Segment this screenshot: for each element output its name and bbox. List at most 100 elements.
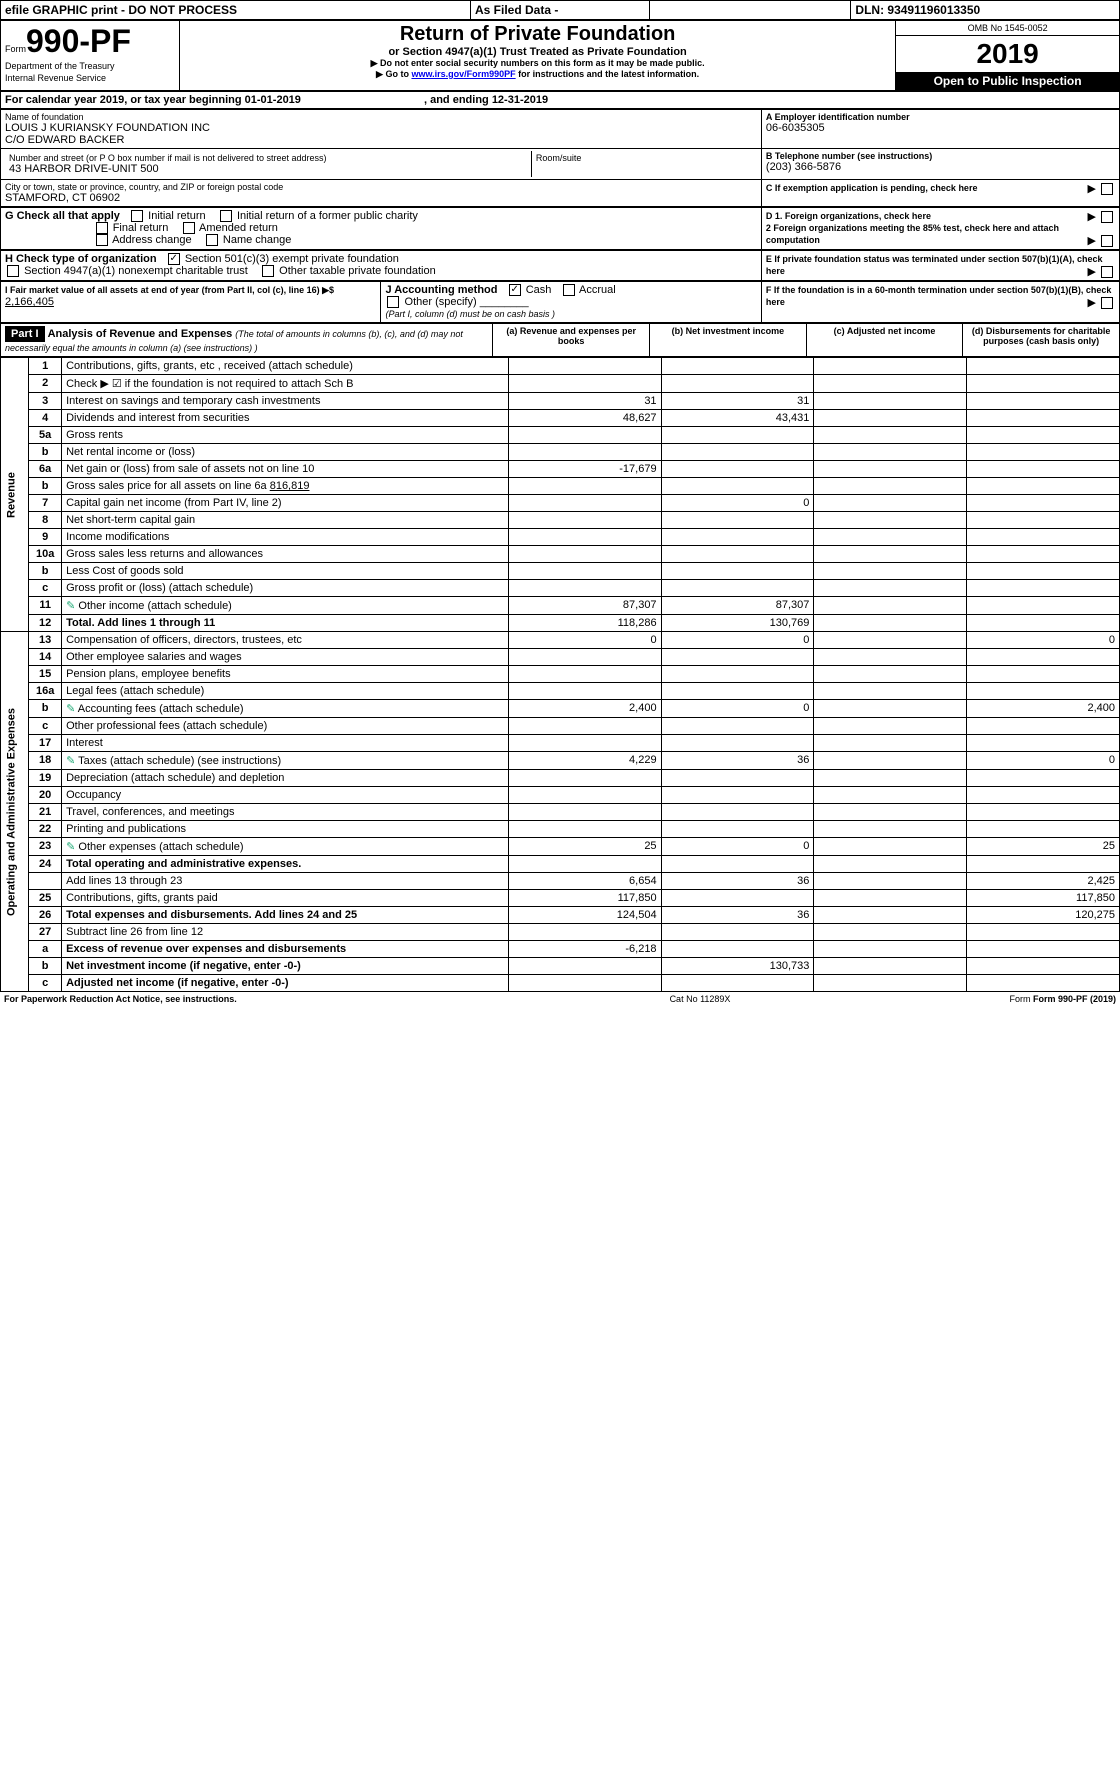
line-description: ✎ Taxes (attach schedule) (see instructi… xyxy=(62,752,509,770)
col-c-header: (c) Adjusted net income xyxy=(806,324,963,357)
value-cell xyxy=(661,512,814,529)
checkbox-amended[interactable] xyxy=(183,222,195,234)
table-row: 9Income modifications xyxy=(1,529,1120,546)
value-cell xyxy=(814,375,967,393)
checkbox-initial[interactable] xyxy=(131,210,143,222)
value-cell xyxy=(814,958,967,975)
line-number: a xyxy=(29,941,62,958)
phone-value: (203) 366-5876 xyxy=(766,161,1115,173)
value-cell: 0 xyxy=(661,495,814,512)
line-number: 9 xyxy=(29,529,62,546)
checkbox-other-method[interactable] xyxy=(387,296,399,308)
attachment-icon[interactable]: ✎ xyxy=(66,600,75,612)
line-number: 1 xyxy=(29,358,62,375)
checkbox-c[interactable] xyxy=(1101,183,1113,195)
line-number: b xyxy=(29,958,62,975)
value-cell: 36 xyxy=(661,873,814,890)
table-row: 4Dividends and interest from securities4… xyxy=(1,410,1120,427)
value-cell xyxy=(508,512,661,529)
checkbox-final[interactable] xyxy=(96,222,108,234)
value-cell xyxy=(814,821,967,838)
checkbox-initial-former[interactable] xyxy=(220,210,232,222)
value-cell xyxy=(661,890,814,907)
value-cell xyxy=(814,563,967,580)
line-description: ✎ Other income (attach schedule) xyxy=(62,597,509,615)
street-address: 43 HARBOR DRIVE-UNIT 500 xyxy=(9,163,527,175)
line-description: Occupancy xyxy=(62,787,509,804)
fmv-value: 2,166,405 xyxy=(5,296,54,308)
line-description: Subtract line 26 from line 12 xyxy=(62,924,509,941)
line-number: c xyxy=(29,580,62,597)
checkbox-name[interactable] xyxy=(206,234,218,246)
value-cell xyxy=(814,890,967,907)
value-cell xyxy=(508,958,661,975)
line-number: 15 xyxy=(29,666,62,683)
checkbox-4947[interactable] xyxy=(7,265,19,277)
attachment-icon[interactable]: ✎ xyxy=(66,841,75,853)
checkbox-accrual[interactable] xyxy=(563,284,575,296)
line-number: 24 xyxy=(29,856,62,873)
line-number: 5a xyxy=(29,427,62,444)
value-cell xyxy=(814,478,967,495)
line-number: 26 xyxy=(29,907,62,924)
city-state-zip: STAMFORD, CT 06902 xyxy=(5,192,757,204)
value-cell: 2,400 xyxy=(967,700,1120,718)
checkbox-d1[interactable] xyxy=(1101,211,1113,223)
value-cell: 117,850 xyxy=(508,890,661,907)
line-description: Contributions, gifts, grants paid xyxy=(62,890,509,907)
value-cell xyxy=(814,529,967,546)
line-description: Travel, conferences, and meetings xyxy=(62,804,509,821)
value-cell xyxy=(508,358,661,375)
table-row: 14Other employee salaries and wages xyxy=(1,649,1120,666)
value-cell: -17,679 xyxy=(508,461,661,478)
revenue-side-label: Revenue xyxy=(1,358,29,632)
checkbox-d2[interactable] xyxy=(1101,235,1113,247)
value-cell xyxy=(661,444,814,461)
value-cell xyxy=(661,478,814,495)
value-cell xyxy=(661,375,814,393)
attachment-icon[interactable]: ✎ xyxy=(66,755,75,767)
value-cell xyxy=(814,907,967,924)
value-cell xyxy=(814,856,967,873)
checkbox-cash[interactable]: ✓ xyxy=(509,284,521,296)
line-description: Income modifications xyxy=(62,529,509,546)
value-cell xyxy=(814,461,967,478)
value-cell xyxy=(661,787,814,804)
line-description: Gross sales price for all assets on line… xyxy=(62,478,509,495)
value-cell xyxy=(814,632,967,649)
line-description: Gross rents xyxy=(62,427,509,444)
line-number xyxy=(29,873,62,890)
line-description: Compensation of officers, directors, tru… xyxy=(62,632,509,649)
table-row: 23✎ Other expenses (attach schedule)2502… xyxy=(1,838,1120,856)
checkbox-other-tax[interactable] xyxy=(262,265,274,277)
value-cell xyxy=(814,444,967,461)
value-cell xyxy=(508,649,661,666)
value-cell xyxy=(508,770,661,787)
line-description: Pension plans, employee benefits xyxy=(62,666,509,683)
value-cell: 31 xyxy=(508,393,661,410)
value-cell xyxy=(661,683,814,700)
value-cell xyxy=(967,735,1120,752)
line-number: b xyxy=(29,700,62,718)
line-description: Add lines 13 through 23 xyxy=(62,873,509,890)
checkbox-e[interactable] xyxy=(1101,266,1113,278)
table-row: 26Total expenses and disbursements. Add … xyxy=(1,907,1120,924)
table-row: 19Depreciation (attach schedule) and dep… xyxy=(1,770,1120,787)
line-description: Net gain or (loss) from sale of assets n… xyxy=(62,461,509,478)
checkbox-address[interactable] xyxy=(96,234,108,246)
checkbox-501c3[interactable]: ✓ xyxy=(168,253,180,265)
line-number: 21 xyxy=(29,804,62,821)
value-cell xyxy=(814,787,967,804)
line-description: Total expenses and disbursements. Add li… xyxy=(62,907,509,924)
value-cell: 6,654 xyxy=(508,873,661,890)
value-cell xyxy=(661,546,814,563)
line-description: Interest on savings and temporary cash i… xyxy=(62,393,509,410)
value-cell xyxy=(508,529,661,546)
attachment-icon[interactable]: ✎ xyxy=(66,703,75,715)
table-row: 15Pension plans, employee benefits xyxy=(1,666,1120,683)
checkbox-f[interactable] xyxy=(1101,297,1113,309)
value-cell xyxy=(661,804,814,821)
irs-link[interactable]: www.irs.gov/Form990PF xyxy=(411,69,515,79)
value-cell xyxy=(661,666,814,683)
value-cell xyxy=(814,580,967,597)
